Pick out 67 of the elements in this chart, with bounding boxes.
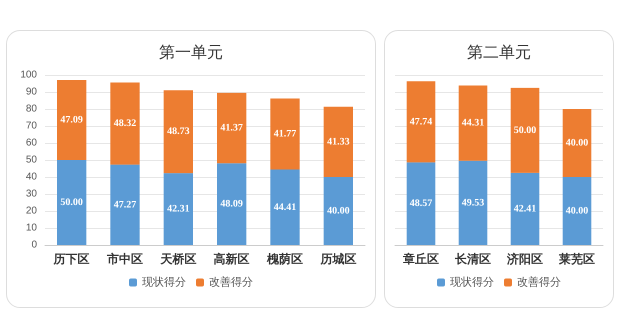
x-tick-label: 天桥区 bbox=[159, 252, 196, 266]
bar bbox=[406, 81, 436, 162]
y-tick-label: 70 bbox=[26, 120, 38, 132]
x-tick-label: 市中区 bbox=[106, 252, 143, 266]
x-tick-label: 济阳区 bbox=[506, 252, 543, 266]
bar bbox=[458, 85, 488, 161]
bar bbox=[270, 98, 300, 170]
bar bbox=[562, 177, 592, 245]
data-label: 44.41 bbox=[274, 202, 296, 213]
data-label: 48.73 bbox=[167, 126, 190, 138]
x-tick-label: 高新区 bbox=[214, 252, 250, 266]
x-tick-label: 章丘区 bbox=[402, 252, 439, 266]
data-label: 42.41 bbox=[514, 203, 536, 214]
bar bbox=[57, 160, 86, 245]
x-tick-label: 历城区 bbox=[319, 252, 356, 266]
data-label: 47.27 bbox=[114, 199, 136, 210]
bar bbox=[217, 163, 246, 245]
y-tick-label: 90 bbox=[26, 86, 38, 98]
data-label: 49.53 bbox=[462, 197, 484, 208]
bar bbox=[510, 88, 540, 173]
data-label: 48.32 bbox=[114, 118, 136, 130]
bar bbox=[324, 106, 353, 177]
bar bbox=[164, 173, 193, 245]
data-label: 41.37 bbox=[220, 122, 243, 134]
data-label: 50.00 bbox=[514, 124, 536, 136]
bar bbox=[406, 162, 436, 245]
bar bbox=[562, 109, 592, 177]
data-label: 41.77 bbox=[274, 128, 296, 140]
x-tick-label: 莱芜区 bbox=[558, 252, 595, 266]
data-label: 42.31 bbox=[167, 204, 190, 215]
chart-title: 第二单元 bbox=[467, 42, 531, 62]
bar bbox=[110, 82, 140, 165]
y-tick-label: 0 bbox=[31, 240, 38, 250]
data-label: 40.00 bbox=[566, 206, 588, 216]
data-label: 47.74 bbox=[410, 116, 432, 128]
bar bbox=[217, 92, 246, 164]
data-label: 48.57 bbox=[410, 198, 432, 210]
bar bbox=[270, 170, 300, 245]
y-tick-label: 60 bbox=[26, 138, 38, 148]
data-label: 40.00 bbox=[327, 206, 350, 216]
legend-label: 现状得分 bbox=[142, 276, 186, 288]
data-label: 40.00 bbox=[566, 138, 588, 148]
data-label: 48.09 bbox=[220, 198, 243, 210]
bar bbox=[458, 160, 488, 245]
y-tick-label: 20 bbox=[26, 206, 38, 216]
y-tick-label: 10 bbox=[26, 222, 38, 234]
x-tick-label: 长清区 bbox=[454, 252, 491, 266]
data-label: 44.31 bbox=[462, 118, 484, 129]
y-tick-label: 100 bbox=[20, 70, 38, 80]
x-tick-label: 槐荫区 bbox=[266, 252, 303, 266]
data-label: 41.33 bbox=[327, 136, 350, 148]
bar bbox=[164, 90, 193, 174]
legend-label: 改善得分 bbox=[209, 276, 253, 288]
bar bbox=[110, 164, 140, 245]
y-tick-label: 50 bbox=[26, 154, 38, 166]
bar bbox=[324, 177, 353, 245]
legend-label: 改善得分 bbox=[517, 276, 561, 288]
data-label: 50.00 bbox=[60, 197, 83, 208]
legend-label: 现状得分 bbox=[450, 276, 494, 288]
bar bbox=[510, 172, 540, 245]
x-tick-label: 历下区 bbox=[52, 252, 90, 266]
y-tick-label: 30 bbox=[26, 188, 38, 200]
y-tick-label: 80 bbox=[26, 104, 38, 114]
chart-title: 第一单元 bbox=[159, 42, 223, 62]
bar bbox=[57, 80, 86, 160]
y-tick-label: 40 bbox=[26, 172, 38, 182]
data-label: 47.09 bbox=[60, 114, 83, 126]
